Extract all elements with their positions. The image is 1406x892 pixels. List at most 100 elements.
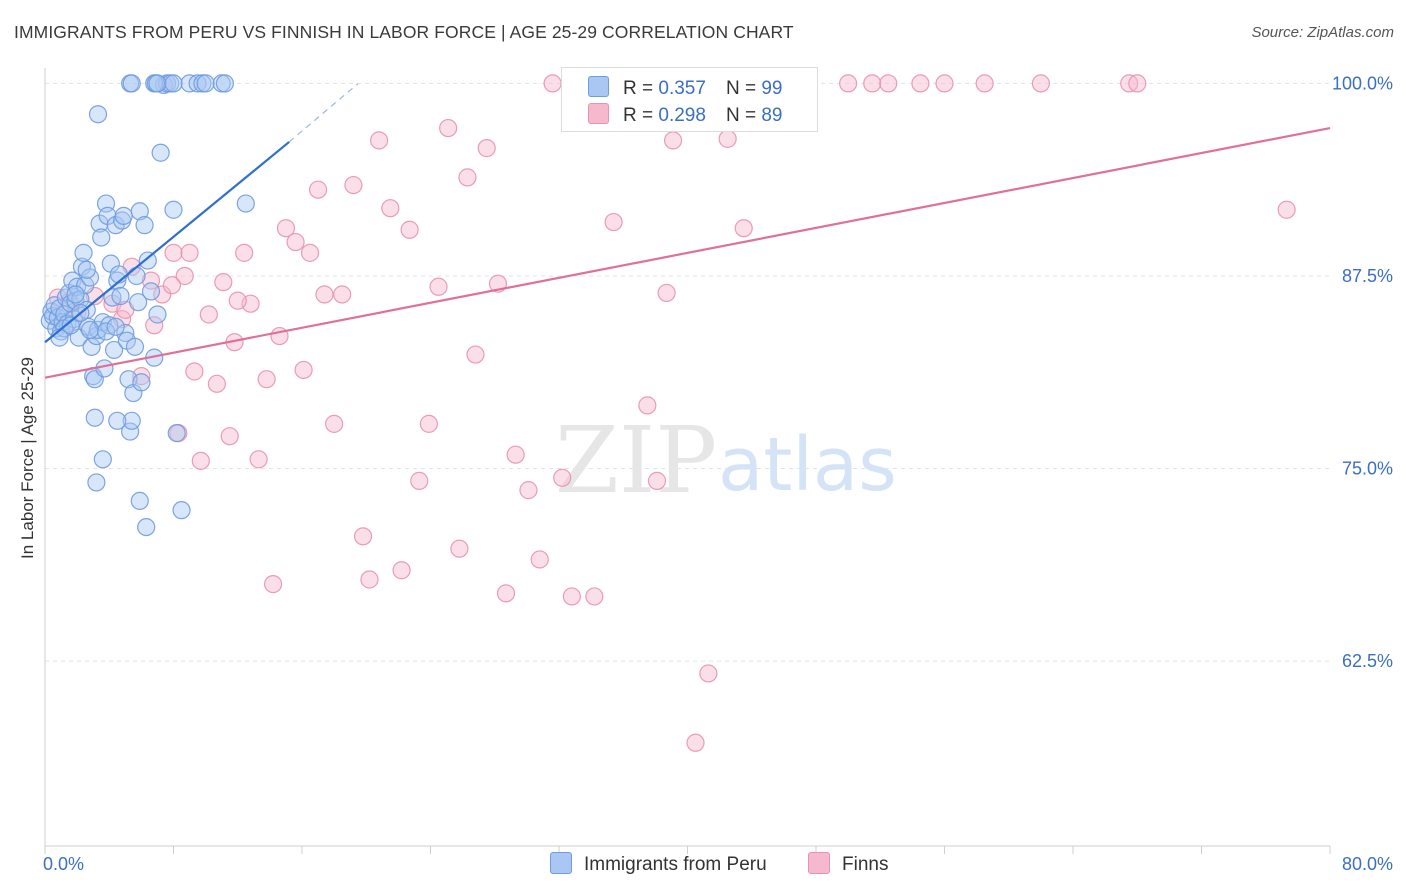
r-label: R = xyxy=(623,78,654,99)
r-label: R = xyxy=(623,105,654,126)
peru-point xyxy=(104,340,124,360)
r-value-finns: 0.298 xyxy=(658,105,706,126)
y-axis-label: In Labor Force | Age 25-29 xyxy=(18,357,37,559)
finns-point xyxy=(429,277,448,296)
finns-point xyxy=(975,74,994,93)
finns-point xyxy=(381,199,400,218)
trend-lines xyxy=(44,82,1331,379)
x-tick-label: 0.0% xyxy=(43,854,84,874)
finns-point xyxy=(145,316,164,335)
finns-point xyxy=(562,587,581,606)
finns-point xyxy=(585,587,604,606)
peru-point xyxy=(95,359,114,378)
finns-point xyxy=(647,471,667,490)
r-value-peru: 0.357 xyxy=(658,78,706,99)
finns-point xyxy=(344,175,363,195)
peru-point xyxy=(61,294,80,313)
legend-label-peru: Immigrants from Peru xyxy=(584,854,767,875)
peru-point xyxy=(151,143,170,162)
trend-line-peru xyxy=(44,141,290,344)
y-tick-label: 87.5% xyxy=(1342,266,1393,286)
peru-point xyxy=(122,411,141,430)
n-value-finns: 89 xyxy=(761,105,783,126)
peru-point xyxy=(130,202,149,221)
finns-point xyxy=(519,481,538,500)
finns-point xyxy=(175,266,194,286)
peru-point xyxy=(127,266,146,286)
peru-point xyxy=(172,501,191,520)
finns-point xyxy=(506,445,525,464)
finns-point xyxy=(294,360,313,380)
finns-point xyxy=(1128,74,1147,93)
finns-point xyxy=(276,219,296,238)
legend-row-finns: R = 0.298 N = 89 xyxy=(588,103,782,127)
peru-point xyxy=(108,271,127,290)
peru-point xyxy=(96,322,116,341)
n-label: N = xyxy=(725,78,757,99)
peru-point xyxy=(148,74,167,93)
tick-labels: 62.5% 75.0% 87.5% 100.0% 0.0% 80.0% xyxy=(43,73,1393,874)
trend-line-finns xyxy=(44,127,1331,379)
finns-point xyxy=(300,243,320,262)
finns-point xyxy=(543,74,562,93)
peru-point xyxy=(167,424,186,443)
legend-row-peru: R = 0.357 N = 99 xyxy=(588,76,782,100)
grid-lines xyxy=(45,82,1330,662)
legend-swatch-peru xyxy=(588,76,609,97)
peru-point xyxy=(106,317,125,336)
peru-point xyxy=(215,74,234,93)
finns-point xyxy=(214,273,233,292)
n-value-peru: 99 xyxy=(761,78,783,99)
peru-point xyxy=(85,408,104,427)
finns-point xyxy=(663,131,683,150)
finns-point xyxy=(370,131,389,150)
finns-point xyxy=(257,370,276,389)
finns-point xyxy=(863,74,882,93)
finns-point xyxy=(935,74,954,93)
finns-point xyxy=(162,276,181,295)
watermark: ZIP atlas xyxy=(555,407,897,514)
peru-point xyxy=(138,251,157,270)
peru-point xyxy=(92,228,111,247)
peru-point xyxy=(88,105,108,124)
finns-point xyxy=(734,219,753,238)
finns-point xyxy=(249,450,268,469)
peru-point xyxy=(74,243,93,262)
finns-point xyxy=(153,285,172,304)
finns-point xyxy=(450,539,469,558)
finns-point xyxy=(530,550,549,569)
finns-point xyxy=(199,305,218,324)
n-label: N = xyxy=(725,105,757,126)
peru-point xyxy=(132,373,151,392)
finns-point xyxy=(235,243,254,262)
finns-point xyxy=(553,468,572,487)
x-tick-label: 80.0% xyxy=(1342,854,1393,874)
finns-point xyxy=(718,129,737,148)
finns-point xyxy=(699,664,718,683)
finns-points xyxy=(48,74,1296,752)
axes xyxy=(44,68,1331,854)
peru-point xyxy=(125,337,145,356)
finns-point xyxy=(466,345,485,364)
finns-point xyxy=(419,414,438,433)
finns-point xyxy=(360,570,379,589)
finns-point xyxy=(325,414,344,433)
finns-point xyxy=(638,396,657,415)
legend-item-finns: Finns xyxy=(808,852,888,876)
peru-point xyxy=(164,74,183,93)
finns-point xyxy=(308,180,328,199)
finns-point xyxy=(439,118,458,138)
peru-points xyxy=(40,74,255,537)
peru-point xyxy=(129,293,148,312)
watermark-zip: ZIP xyxy=(555,407,717,514)
finns-point xyxy=(400,220,419,239)
peru-point xyxy=(137,517,156,537)
peru-point xyxy=(116,323,135,343)
peru-point xyxy=(50,299,69,318)
finns-point xyxy=(333,285,352,304)
finns-point xyxy=(353,527,373,546)
peru-point xyxy=(196,74,215,93)
finns-point xyxy=(911,74,930,93)
peru-point xyxy=(87,473,106,492)
finns-point xyxy=(657,283,676,303)
